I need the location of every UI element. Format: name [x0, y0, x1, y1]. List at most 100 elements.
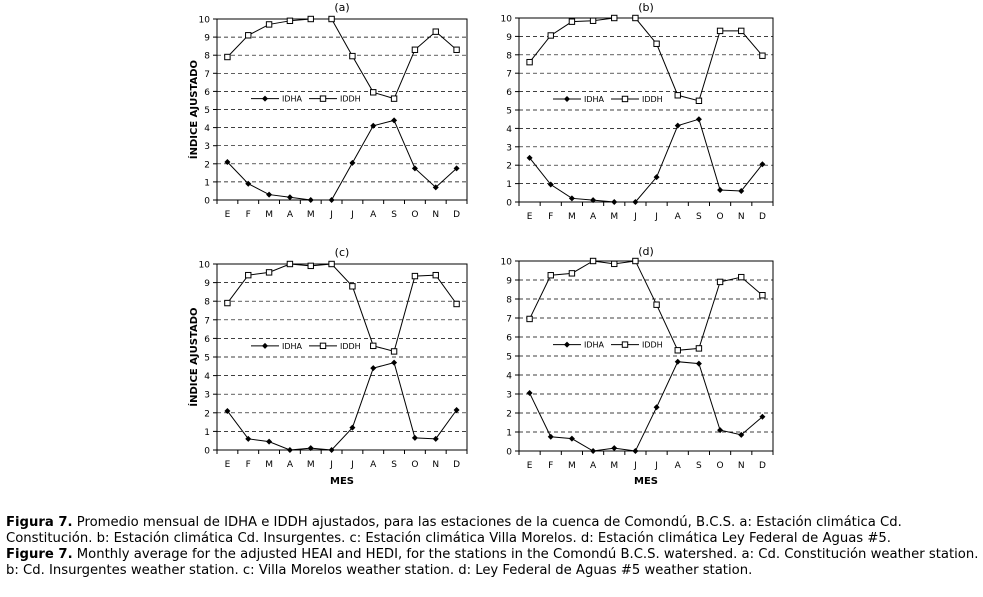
x-tick-label: J: [350, 460, 354, 470]
x-tick-label: A: [370, 460, 377, 470]
caption-en-label: Figure 7.: [6, 547, 73, 562]
data-point-idha: [266, 191, 273, 198]
y-tick-label: 6: [204, 88, 210, 98]
data-point-idha: [432, 435, 439, 442]
data-point-iddh: [307, 262, 314, 270]
y-tick-label: 10: [199, 16, 211, 26]
data-point-idha: [245, 180, 252, 187]
y-tick-label: 4: [204, 372, 210, 382]
caption-en-text: Monthly average for the adjusted HEAI an…: [6, 547, 979, 578]
series-line-idha: [529, 361, 763, 452]
data-point-iddh: [547, 272, 554, 279]
data-point-iddh: [245, 32, 252, 39]
data-point-iddh: [611, 260, 618, 268]
chart-panel-a: 0 1 2 3 4 5 6 7 8 9 10 E F M A M J J A S O N D (a) ÍNDICE AJUSTA…: [187, 1, 468, 220]
data-point-idha: [717, 427, 724, 434]
y-tick-label: 6: [506, 334, 512, 344]
data-point-iddh: [349, 52, 356, 60]
data-point-iddh: [674, 92, 681, 99]
chart-title: (b): [638, 1, 654, 14]
data-point-iddh: [695, 345, 703, 352]
y-tick-label: 4: [204, 124, 210, 134]
data-point-iddh: [328, 15, 335, 23]
y-tick-label: 5: [204, 354, 210, 364]
legend-label: IDHA: [282, 342, 303, 351]
x-tick-label: A: [590, 212, 597, 222]
data-point-iddh: [526, 58, 533, 66]
data-point-iddh: [632, 14, 639, 22]
data-point-idha: [266, 438, 273, 445]
data-point-idha: [453, 165, 460, 172]
y-tick-label: 3: [204, 142, 210, 152]
x-tick-label: F: [246, 460, 251, 470]
series-line-idha: [227, 119, 457, 201]
y-tick-label: 1: [506, 429, 512, 439]
x-tick-label: N: [432, 210, 439, 220]
y-tick-label: 10: [501, 258, 513, 268]
data-point-idha: [738, 431, 745, 438]
data-point-idha: [653, 174, 660, 181]
x-axis-label: MES: [330, 476, 354, 487]
data-point-iddh: [390, 95, 398, 102]
legend-marker: [262, 342, 268, 349]
x-tick-label: J: [633, 212, 637, 222]
chart-title: (d): [638, 245, 654, 258]
x-tick-label: A: [675, 212, 682, 222]
x-tick-label: A: [287, 210, 294, 220]
y-tick-label: 8: [204, 298, 210, 308]
x-tick-label: A: [287, 460, 294, 470]
x-tick-label: J: [654, 461, 658, 471]
data-point-iddh: [411, 46, 419, 53]
legend-label: IDDH: [340, 342, 361, 351]
x-tick-label: D: [759, 461, 766, 471]
data-point-idha: [590, 448, 597, 454]
data-point-idha: [695, 116, 702, 123]
x-tick-label: M: [610, 461, 618, 471]
x-axis-label: MES: [634, 476, 658, 487]
data-point-iddh: [589, 257, 597, 265]
y-tick-label: 9: [204, 34, 210, 44]
data-point-iddh: [526, 315, 533, 323]
x-tick-label: A: [675, 461, 682, 471]
data-point-iddh: [674, 347, 681, 354]
data-point-iddh: [370, 89, 377, 96]
y-tick-label: 6: [506, 88, 512, 98]
data-point-iddh: [611, 14, 618, 22]
x-tick-label: M: [568, 212, 576, 222]
x-tick-label: J: [654, 212, 658, 222]
data-point-idha: [674, 358, 681, 365]
x-tick-label: O: [411, 460, 418, 470]
data-point-iddh: [695, 97, 703, 104]
data-point-idha: [391, 117, 398, 124]
data-point-idha: [526, 390, 533, 397]
y-tick-label: 0: [506, 199, 512, 209]
y-tick-label: 2: [506, 410, 512, 420]
caption-spanish: Figura 7. Promedio mensual de IDHA e IDD…: [6, 515, 981, 547]
data-point-idha: [307, 445, 314, 452]
x-tick-label: F: [246, 210, 251, 220]
x-tick-label: J: [350, 210, 354, 220]
caption-es-text: Promedio mensual de IDHA e IDDH ajustado…: [6, 515, 902, 546]
data-point-iddh: [224, 53, 231, 61]
data-point-iddh: [224, 299, 231, 307]
legend-entry-idha: IDHA: [553, 95, 605, 104]
data-point-idha: [370, 365, 377, 372]
x-tick-label: M: [265, 210, 273, 220]
y-tick-label: 9: [506, 33, 512, 43]
data-point-idha: [568, 435, 575, 442]
data-point-idha: [328, 197, 335, 203]
y-tick-label: 7: [204, 70, 210, 80]
data-point-idha: [411, 434, 418, 441]
data-point-idha: [245, 435, 252, 442]
data-point-idha: [568, 195, 575, 202]
data-point-idha: [632, 448, 639, 454]
y-tick-label: 2: [204, 409, 210, 419]
y-tick-label: 7: [204, 316, 210, 326]
data-point-idha: [391, 359, 398, 366]
x-tick-label: O: [717, 461, 724, 471]
y-axis-label: ÍNDICE AJUSTADO: [187, 307, 200, 406]
y-tick-label: 4: [506, 372, 512, 382]
y-tick-label: 0: [204, 197, 210, 207]
legend-label: IDDH: [642, 341, 663, 350]
